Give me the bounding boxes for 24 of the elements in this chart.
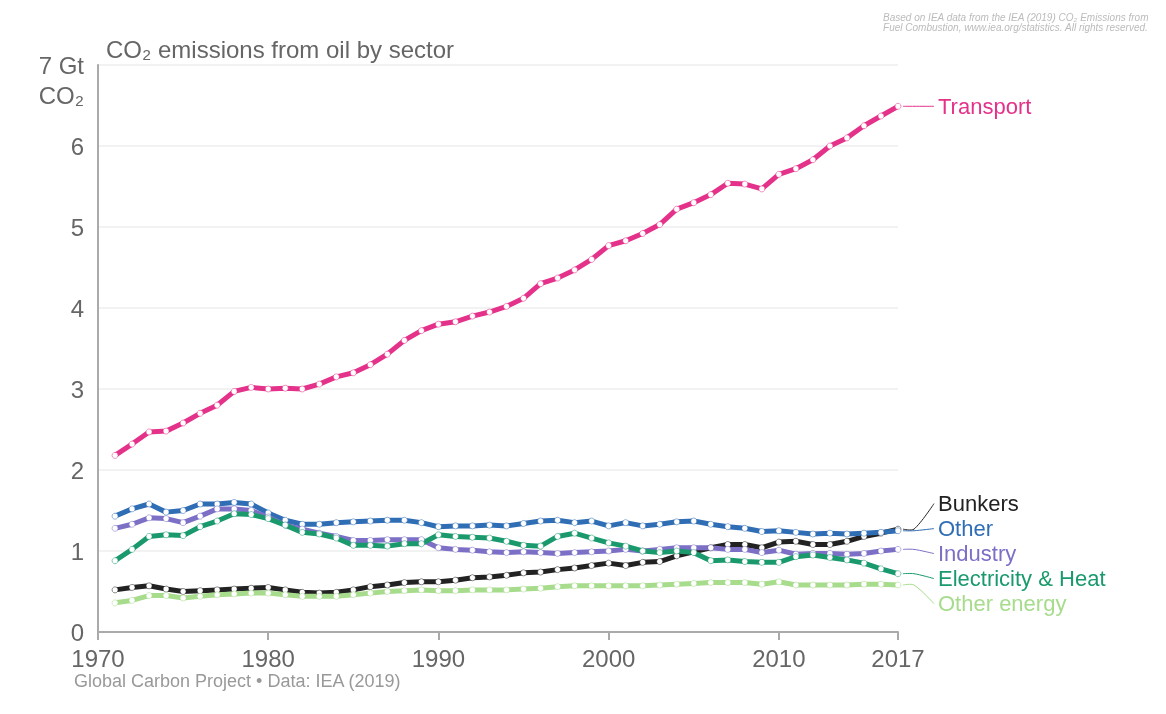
y-tick-label: 4 xyxy=(70,294,84,322)
legend-label: Electricity & Heat xyxy=(938,566,1106,592)
x-tick-label: 1990 xyxy=(411,644,466,672)
y-tick-label: 7 Gt xyxy=(38,51,85,79)
text: Global Carbon Project • Data: IEA (2019) xyxy=(74,671,401,691)
y-axis-title: CO₂ xyxy=(38,81,85,109)
legend-label: Transport xyxy=(938,93,1032,119)
x-tick-label: 2017 xyxy=(871,644,925,672)
x-tick-label: 1980 xyxy=(241,644,295,672)
chart-title: CO₂ emissions from oil by sector xyxy=(106,35,455,63)
x-tick-label: 2000 xyxy=(581,644,636,672)
y-tick-label: 3 xyxy=(70,375,84,403)
x-tick-label: 1970 xyxy=(71,644,125,672)
legend-label: Other energy xyxy=(938,591,1067,617)
legend-label: Bunkers xyxy=(938,491,1019,517)
y-tick-label: 2 xyxy=(70,456,84,484)
legend-label: Other xyxy=(938,516,994,542)
x-tick-label: 2010 xyxy=(752,644,806,672)
y-tick-label: 6 xyxy=(70,132,84,160)
text: Based on IEA data from the IEA (2019) CO₂ Emissions from Fuel Combustion, www.iea.org/statistics. All rights reserved. xyxy=(883,11,1152,33)
legend-label: Industry xyxy=(938,541,1017,567)
y-tick-label: 0 xyxy=(70,618,84,646)
y-tick-label: 1 xyxy=(70,537,84,565)
y-tick-label: 5 xyxy=(70,213,84,241)
